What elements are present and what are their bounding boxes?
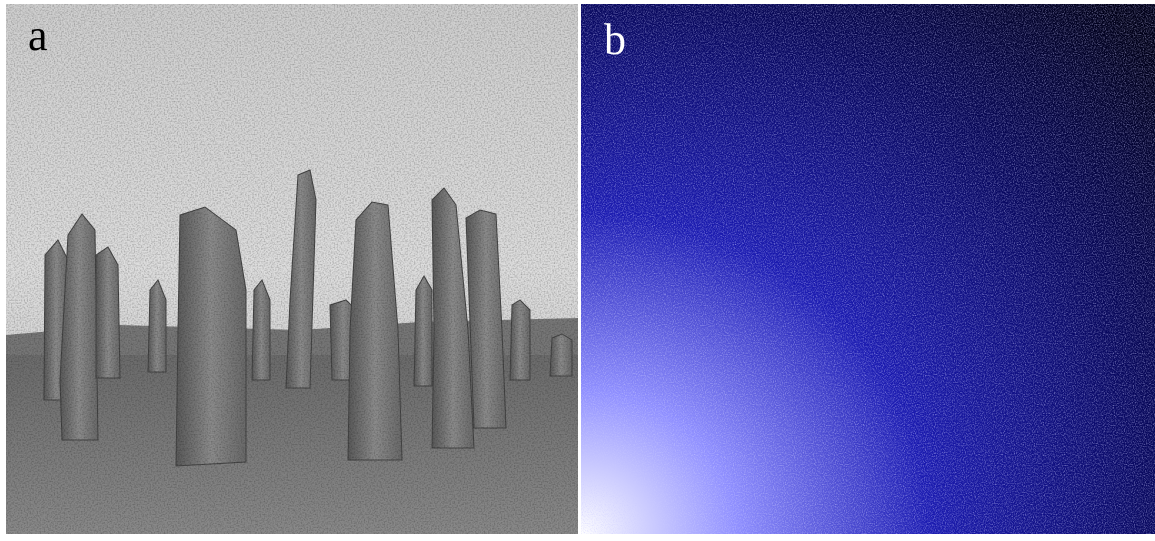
figure: a b — [0, 0, 1155, 536]
panel-label: a — [28, 11, 48, 60]
panel-a: a — [6, 4, 578, 534]
panel-label: b — [604, 15, 626, 64]
panel-b: b — [581, 4, 1155, 534]
